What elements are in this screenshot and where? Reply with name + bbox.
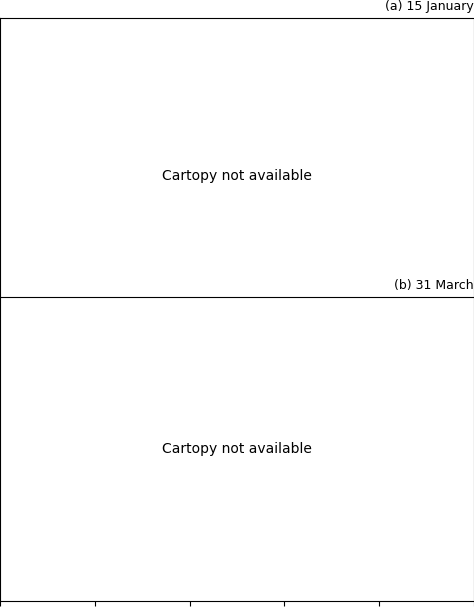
Text: Cartopy not available: Cartopy not available — [162, 169, 312, 183]
Text: (b) 31 March: (b) 31 March — [394, 279, 474, 292]
Text: Cartopy not available: Cartopy not available — [162, 442, 312, 456]
Text: (a) 15 January: (a) 15 January — [385, 0, 474, 13]
